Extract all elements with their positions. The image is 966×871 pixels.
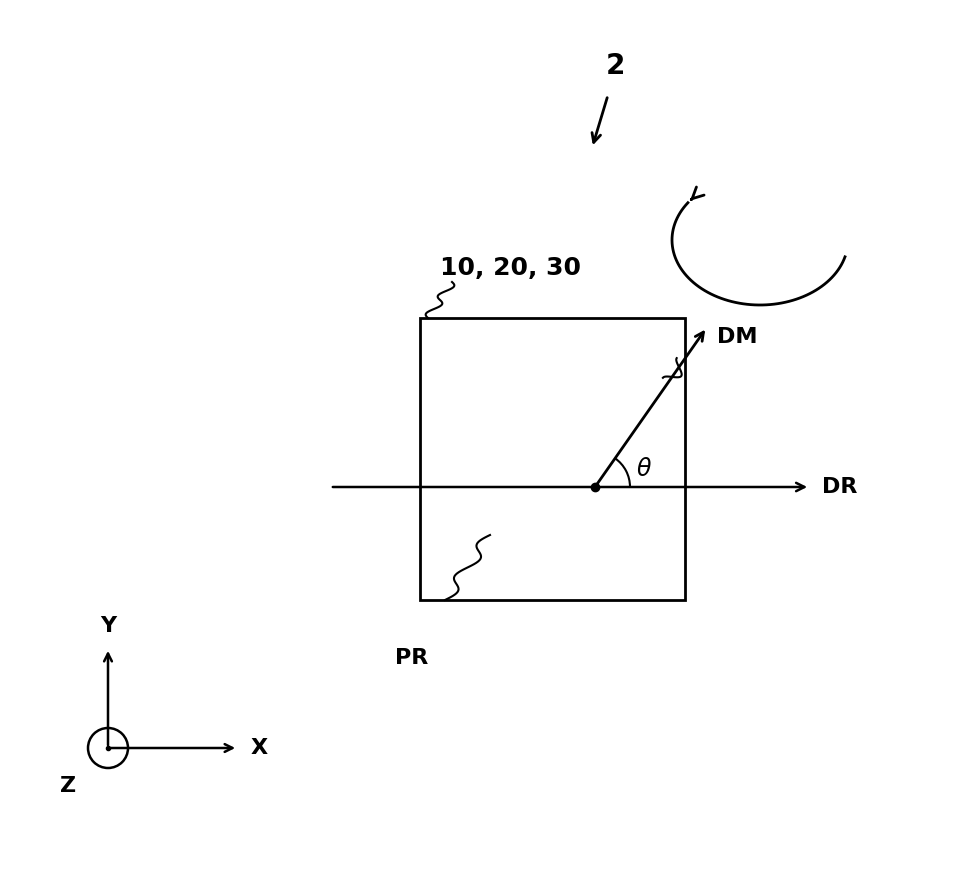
Text: Z: Z [60, 776, 76, 796]
Text: Y: Y [99, 616, 116, 636]
Text: PR: PR [395, 648, 428, 668]
Bar [420, 318, 685, 600]
Text: DM: DM [717, 327, 757, 348]
Text: θ: θ [637, 457, 651, 481]
Text: X: X [251, 738, 269, 758]
Text: 2: 2 [606, 52, 625, 80]
Text: 10, 20, 30: 10, 20, 30 [440, 256, 581, 280]
Text: DR: DR [822, 477, 858, 497]
